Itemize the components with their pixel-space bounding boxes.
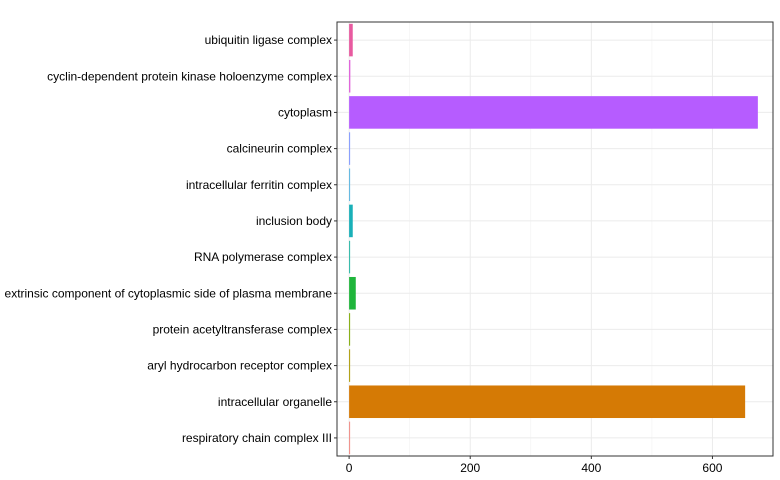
y-tick-label: intracellular ferritin complex (186, 178, 332, 192)
y-tick-label: respiratory chain complex III (182, 431, 332, 445)
bar-layer (349, 23, 758, 455)
axis-layer: ubiquitin ligase complex cyclin-dependent… (5, 21, 774, 475)
x-tick-label: 200 (460, 461, 480, 475)
y-tick-label: inclusion body (256, 214, 332, 228)
y-tick-label: intracellular organelle (218, 395, 332, 409)
y-tick-label: calcineurin complex (227, 142, 332, 156)
y-tick-label: ubiquitin ligase complex (205, 33, 332, 47)
bar (349, 421, 351, 455)
y-tick-label: cyclin-dependent protein kinase holoenzy… (47, 69, 332, 83)
y-tick-label: RNA polymerase complex (194, 250, 332, 264)
bar (349, 240, 351, 274)
bar (349, 204, 353, 238)
panel-border (336, 21, 774, 457)
y-tick-label: protein acetyltransferase complex (153, 322, 332, 336)
x-tick-label: 0 (346, 461, 353, 475)
bar (349, 349, 351, 382)
y-tick-label: aryl hydrocarbon receptor complex (147, 359, 332, 373)
bar (349, 313, 351, 346)
bar (349, 96, 758, 129)
x-tick-label: 400 (581, 461, 601, 475)
bar (349, 132, 351, 165)
bar (349, 23, 353, 57)
y-tick-label: cytoplasm (278, 105, 332, 119)
bar (349, 168, 351, 202)
y-tick-label: extrinsic component of cytoplasmic side … (5, 286, 333, 300)
bar (349, 385, 746, 419)
x-tick-label: 600 (702, 461, 722, 475)
bar (349, 276, 356, 310)
bar (349, 59, 351, 93)
